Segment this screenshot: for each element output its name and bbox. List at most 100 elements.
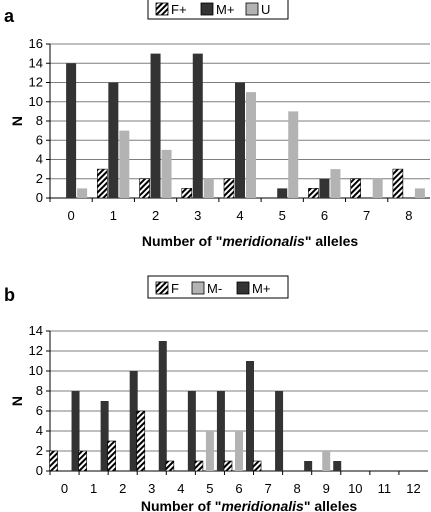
legend-swatch-F+: [155, 2, 169, 16]
y-tick-label: 4: [36, 152, 43, 167]
x-tick-label: 0: [61, 481, 68, 496]
legend-label-F: F: [171, 281, 179, 296]
bar-U-0: [77, 188, 88, 198]
x-axis-label: Number of "meridionalis" alleles: [141, 498, 358, 512]
legend-swatch-M-: [191, 281, 205, 295]
bar-U-1: [119, 130, 130, 198]
bar-F+-7: [350, 178, 361, 199]
x-tick-label: 2: [119, 481, 126, 496]
bar-M+-6: [246, 361, 254, 471]
bar-U-5: [288, 111, 299, 198]
legend-label-M+: M+: [216, 2, 234, 17]
x-tick-label: 0: [67, 208, 74, 223]
bar-M+-4: [187, 391, 196, 471]
y-tick-label: 0: [36, 463, 43, 478]
bar-F-0: [49, 450, 58, 472]
x-tick-label: 1: [110, 208, 117, 223]
x-tick-label: 9: [323, 481, 330, 496]
bar-M--9: [322, 451, 331, 471]
y-tick-label: 2: [36, 171, 43, 186]
x-tick-label: 11: [378, 481, 392, 496]
legend: F M- M+: [147, 275, 289, 299]
y-tick-label: 8: [36, 113, 43, 128]
bar-F-2: [107, 440, 116, 472]
legend-swatch-M+: [236, 281, 250, 295]
legend-label-M+: M+: [252, 281, 270, 296]
x-tick-label: 7: [264, 481, 271, 496]
legend-label-M-: M-: [207, 281, 222, 296]
bar-F+-4: [223, 178, 235, 199]
bar-M--6: [235, 431, 243, 471]
bar-M+-0: [71, 391, 80, 471]
bar-U-8: [414, 188, 425, 198]
x-tick-label: 7: [363, 208, 370, 223]
bar-U-3: [203, 178, 214, 198]
x-tick-label: 12: [406, 481, 420, 496]
y-tick-label: 16: [29, 36, 43, 51]
bar-M+-8: [304, 461, 313, 471]
y-tick-label: 10: [29, 94, 43, 109]
bar-U-2: [161, 149, 172, 198]
x-tick-label: 3: [148, 481, 155, 496]
bar-M+-2: [150, 53, 161, 198]
bar-F-7: [252, 460, 262, 472]
y-tick-label: 12: [29, 343, 43, 358]
x-tick-label: 6: [235, 481, 242, 496]
legend-swatch-F: [155, 281, 169, 295]
x-tick-label: 4: [236, 208, 243, 223]
y-tick-label: 14: [29, 323, 43, 338]
bar-U-4: [246, 92, 256, 198]
bar-M+-1: [100, 401, 109, 471]
bar-M+-4: [235, 82, 245, 198]
x-tick-label: 6: [321, 208, 328, 223]
bar-F-3: [136, 410, 146, 472]
bar-F+-1: [97, 168, 108, 199]
bar-F-6: [223, 460, 233, 472]
bar-F-5: [194, 460, 204, 472]
x-axis-label: Number of "meridionalis" alleles: [142, 233, 359, 249]
bar-M+-3: [192, 53, 203, 198]
bar-F-1: [78, 450, 87, 472]
x-tick-label: 2: [152, 208, 159, 223]
y-axis-label: N: [9, 116, 25, 126]
legend-swatch-U: [245, 2, 259, 16]
x-tick-label: 10: [348, 481, 362, 496]
y-tick-label: 0: [36, 190, 43, 205]
x-tick-label: 8: [294, 481, 301, 496]
y-tick-label: 10: [29, 363, 43, 378]
legend-label-U: U: [261, 2, 270, 17]
x-tick-label: 5: [206, 481, 213, 496]
x-tick-label: 8: [405, 208, 412, 223]
bar-F+-6: [308, 188, 319, 199]
bar-M+-5: [216, 391, 225, 471]
x-tick-label: 3: [194, 208, 201, 223]
legend-swatch-M+: [200, 2, 214, 16]
bar-M+-6: [319, 178, 330, 198]
panel-label: b: [4, 285, 15, 305]
y-tick-label: 14: [29, 55, 43, 70]
bar-U-6: [330, 169, 341, 198]
legend-label-F+: F+: [171, 2, 187, 17]
x-tick-label: 4: [177, 481, 184, 496]
bar-F+-2: [139, 178, 150, 199]
bar-M+-5: [277, 188, 288, 198]
bar-U-7: [372, 178, 383, 198]
y-tick-label: 6: [36, 403, 43, 418]
bar-M+-3: [158, 341, 167, 471]
y-tick-label: 12: [29, 75, 43, 90]
bar-M+-9: [333, 461, 342, 471]
bar-M--5: [205, 431, 214, 471]
bar-M+-1: [108, 82, 119, 198]
x-tick-label: 5: [279, 208, 286, 223]
y-axis-label: N: [9, 396, 25, 406]
bar-M+-7: [275, 391, 284, 471]
y-tick-label: 8: [36, 383, 43, 398]
bar-F+-8: [392, 168, 404, 199]
legend-box: [147, 275, 289, 299]
legend: F+ M+ U: [147, 0, 289, 20]
y-tick-label: 4: [36, 423, 43, 438]
y-tick-label: 2: [36, 443, 43, 458]
x-tick-label: 1: [90, 481, 97, 496]
